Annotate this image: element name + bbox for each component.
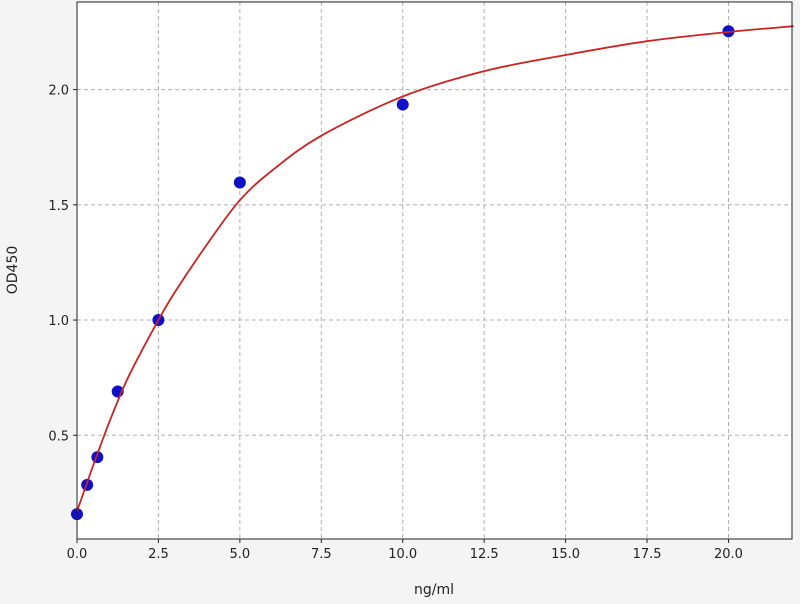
plot-area [77, 2, 792, 539]
x-ticks: 0.0 2.5 5.0 7.5 10.0 12.5 15.0 17.5 20.0 [67, 539, 743, 562]
data-point [233, 176, 246, 189]
y-tick-label: 0.5 [48, 429, 69, 444]
y-tick-label: 2.0 [48, 84, 69, 99]
y-axis-label: OD450 [5, 246, 21, 295]
y-tick-label: 1.5 [48, 199, 69, 214]
data-point [396, 98, 409, 111]
fit-curve [76, 25, 794, 512]
x-tick-label: 2.5 [148, 547, 169, 562]
x-tick-label: 20.0 [714, 547, 743, 562]
x-tick-label: 17.5 [633, 547, 662, 562]
grid [77, 2, 792, 539]
x-tick-label: 15.0 [551, 547, 580, 562]
x-tick-label: 12.5 [470, 547, 499, 562]
y-tick-label: 1.0 [48, 314, 69, 329]
x-tick-label: 10.0 [388, 547, 417, 562]
y-ticks: 0.5 1.0 1.5 2.0 [48, 84, 77, 444]
x-tick-label: 7.5 [311, 547, 332, 562]
fit-curve-group [76, 25, 794, 512]
plot-frame [76, 1, 793, 540]
x-axis-label: ng/ml [414, 582, 454, 598]
x-tick-label: 0.0 [67, 547, 88, 562]
x-tick-label: 5.0 [230, 547, 251, 562]
